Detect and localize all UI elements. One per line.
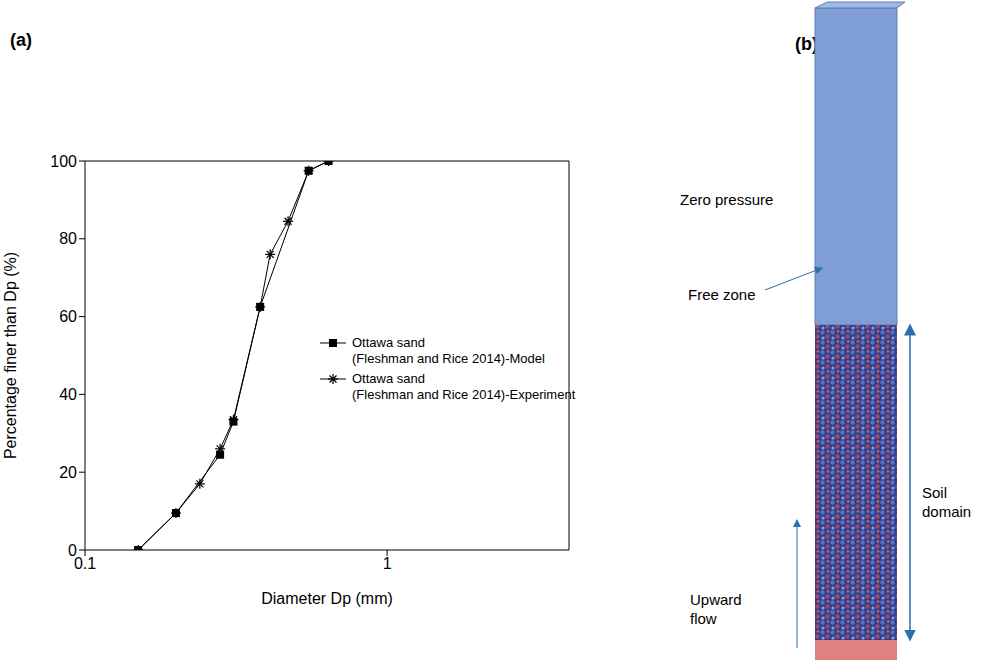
html-text:(Fleshman and Rice 2014)-Model: (Fleshman and Rice 2014)-Model: [352, 351, 545, 366]
html-text:(Fleshman and Rice 2014)-Exper: (Fleshman and Rice 2014)-Experiment: [352, 387, 576, 402]
svg-text:Percentage finer than Dp (%): Percentage finer than Dp (%): [2, 252, 19, 459]
html-text:Ottawa sand: Ottawa sand: [352, 371, 425, 386]
svg-text:20: 20: [59, 464, 77, 481]
svg-text:Free zone: Free zone: [688, 286, 756, 303]
svg-text:(b): (b): [795, 34, 818, 54]
svg-text:Upward: Upward: [690, 591, 742, 608]
svg-text:1: 1: [383, 555, 392, 572]
svg-text:0.1: 0.1: [74, 555, 96, 572]
svg-text:domain: domain: [922, 503, 971, 520]
svg-text:Diameter Dp (mm): Diameter Dp (mm): [261, 590, 393, 607]
svg-text:flow: flow: [690, 610, 717, 627]
svg-text:Zero pressure: Zero pressure: [680, 191, 773, 208]
svg-text:Soil: Soil: [922, 484, 947, 501]
svg-text:60: 60: [59, 308, 77, 325]
svg-text:80: 80: [59, 230, 77, 247]
svg-text:0: 0: [68, 542, 77, 559]
svg-text:100: 100: [50, 153, 77, 170]
svg-text:40: 40: [59, 386, 77, 403]
html-text:Ottawa sand: Ottawa sand: [352, 335, 425, 350]
html-text:(a): (a): [10, 30, 32, 50]
